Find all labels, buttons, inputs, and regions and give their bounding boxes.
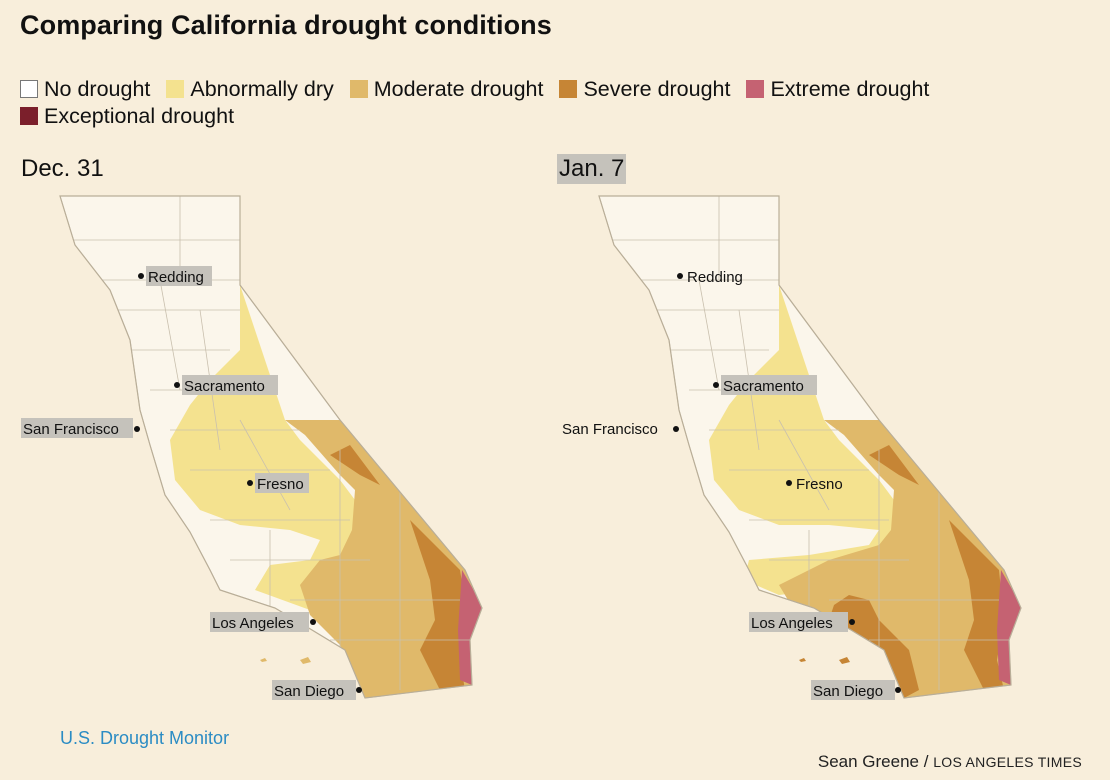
city-redding: Redding bbox=[677, 269, 743, 286]
panel-date-dec31: Dec. 31 bbox=[21, 155, 104, 182]
credit-separator: / bbox=[923, 752, 929, 771]
city-label: San Diego bbox=[813, 683, 883, 700]
city-sacramento: Sacramento bbox=[174, 375, 278, 395]
city-dot bbox=[174, 382, 180, 388]
city-label-bg bbox=[721, 375, 817, 395]
zone-severe-drought-north bbox=[330, 445, 380, 485]
city-dot bbox=[849, 619, 855, 625]
zone-severe-drought-east bbox=[410, 520, 468, 690]
city-label: Los Angeles bbox=[751, 615, 833, 632]
legend-swatch bbox=[559, 80, 578, 98]
city-los-angeles: Los Angeles bbox=[210, 612, 316, 632]
panel-date-jan7: Jan. 7 bbox=[557, 154, 627, 184]
city-sacramento: Sacramento bbox=[713, 375, 817, 395]
zone-abnormally-dry bbox=[709, 285, 909, 595]
legend-swatch bbox=[20, 107, 38, 125]
legend-item-no-drought: No drought bbox=[20, 76, 150, 103]
city-dot bbox=[786, 480, 792, 486]
legend-swatch bbox=[746, 80, 765, 98]
zone-severe-drought-east bbox=[949, 520, 1004, 690]
city-san-francisco: San Francisco bbox=[21, 418, 140, 438]
islands bbox=[260, 657, 311, 664]
city-san-francisco: San Francisco bbox=[562, 421, 679, 438]
city-label-bg bbox=[182, 375, 278, 395]
city-redding: Redding bbox=[138, 266, 212, 286]
city-label: Los Angeles bbox=[212, 615, 294, 632]
city-san-diego: San Diego bbox=[272, 680, 362, 700]
legend-swatch bbox=[166, 80, 185, 98]
city-label: Fresno bbox=[257, 476, 304, 493]
city-label: Redding bbox=[148, 269, 204, 286]
city-label-bg bbox=[811, 680, 895, 700]
islands bbox=[799, 657, 850, 664]
source-link[interactable]: U.S. Drought Monitor bbox=[60, 728, 230, 748]
city-dot bbox=[895, 687, 901, 693]
city-san-diego: San Diego bbox=[811, 680, 901, 700]
city-label-bg bbox=[210, 612, 309, 632]
city-dot bbox=[134, 426, 140, 432]
map-dec31: Redding Sacramento San Francisco Fresno … bbox=[21, 195, 483, 700]
legend: No drought Abnormally dry Moderate droug… bbox=[20, 76, 1020, 130]
legend-item-extreme-drought: Extreme drought bbox=[746, 76, 929, 103]
legend-label: No drought bbox=[44, 77, 151, 101]
legend-item-moderate-drought: Moderate drought bbox=[349, 76, 544, 103]
city-fresno: Fresno bbox=[247, 473, 309, 493]
city-label: Fresno bbox=[796, 476, 843, 493]
legend-swatch bbox=[20, 80, 38, 98]
zone-severe-drought-north bbox=[869, 445, 919, 485]
credit-org: LOS ANGELES TIMES bbox=[933, 754, 1082, 770]
city-label: San Francisco bbox=[562, 421, 658, 438]
city-los-angeles: Los Angeles bbox=[749, 612, 855, 632]
legend-label: Abnormally dry bbox=[190, 77, 334, 101]
legend-item-severe-drought: Severe drought bbox=[559, 76, 730, 103]
legend-item-exceptional-drought: Exceptional drought bbox=[20, 103, 234, 130]
city-dot bbox=[356, 687, 362, 693]
city-label-bg bbox=[272, 680, 356, 700]
legend-label: Extreme drought bbox=[770, 77, 930, 101]
legend-label: Severe drought bbox=[583, 77, 731, 101]
city-dot bbox=[310, 619, 316, 625]
legend-item-abnormally-dry: Abnormally dry bbox=[166, 76, 334, 103]
legend-label: Moderate drought bbox=[373, 77, 544, 101]
city-label: Sacramento bbox=[723, 378, 804, 395]
city-dot bbox=[138, 273, 144, 279]
city-dot bbox=[247, 480, 253, 486]
city-label: San Francisco bbox=[23, 421, 119, 438]
city-dot bbox=[673, 426, 679, 432]
zone-abnormally-dry bbox=[170, 285, 370, 610]
city-label-bg bbox=[21, 418, 133, 438]
chart-title: Comparing California drought conditions bbox=[20, 10, 552, 40]
city-label-bg bbox=[146, 266, 212, 286]
legend-label: Exceptional drought bbox=[44, 104, 235, 128]
credit: Sean Greene / LOS ANGELES TIMES bbox=[818, 752, 1082, 772]
map-jan7: Redding Sacramento San Francisco Fresno … bbox=[562, 195, 1022, 700]
credit-author: Sean Greene bbox=[817, 752, 919, 771]
city-label: Sacramento bbox=[184, 378, 265, 395]
city-label: Redding bbox=[687, 269, 743, 286]
city-label: San Diego bbox=[274, 683, 344, 700]
city-dot bbox=[713, 382, 719, 388]
city-dot bbox=[677, 273, 683, 279]
city-label-bg bbox=[749, 612, 848, 632]
legend-swatch bbox=[349, 80, 368, 98]
city-fresno: Fresno bbox=[786, 476, 843, 493]
city-label-bg bbox=[255, 473, 309, 493]
